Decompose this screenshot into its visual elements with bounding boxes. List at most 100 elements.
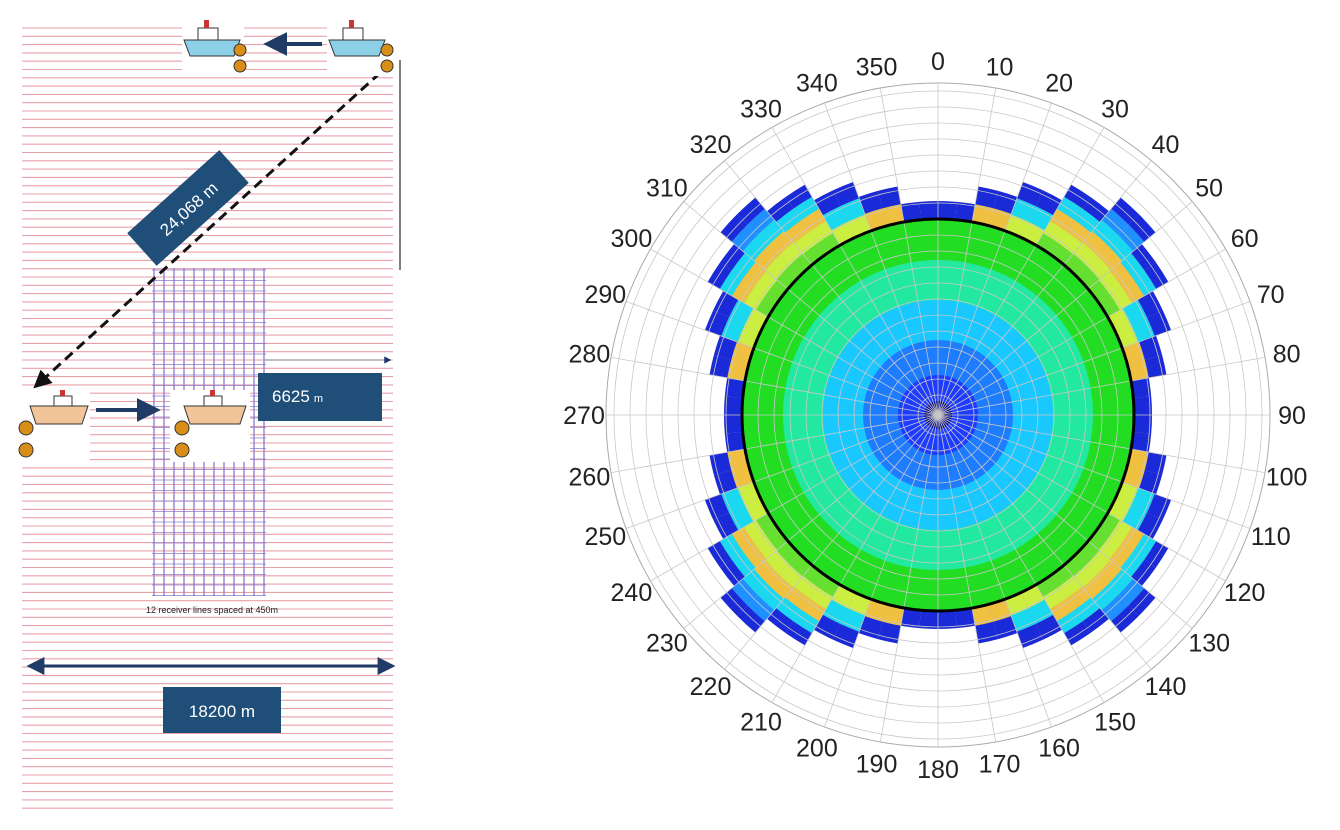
diagonal-offset-line <box>33 60 394 389</box>
grid-spoke <box>937 301 1251 416</box>
rose-cell <box>1144 540 1169 568</box>
rose-cell <box>785 621 813 646</box>
rose-cell <box>765 255 790 280</box>
azimuth-label: 110 <box>1251 523 1291 551</box>
azimuth-label: 40 <box>1152 131 1180 159</box>
grid-spoke <box>650 248 939 416</box>
azimuth-label: 50 <box>1195 175 1223 203</box>
rose-cell <box>728 504 754 531</box>
crossline-offset-unit: m <box>314 393 323 405</box>
survey-layout-diagram: 24,068 m 6625 m 12 receiver lines spaced … <box>0 0 420 825</box>
rose-cell <box>743 286 767 311</box>
grid-spoke <box>937 248 1226 416</box>
grid-spoke <box>937 87 997 416</box>
azimuth-label: 320 <box>690 131 732 159</box>
rose-cell <box>1144 451 1167 476</box>
azimuth-label: 90 <box>1278 402 1306 430</box>
rose-cell <box>1027 599 1054 625</box>
azimuth-label: 140 <box>1145 673 1187 701</box>
grid-spoke <box>937 414 1152 670</box>
grid-spoke <box>937 127 1105 416</box>
rose-cell <box>731 278 755 304</box>
grid-spoke <box>937 160 1152 416</box>
rose-cell <box>707 262 732 290</box>
rose-cell <box>1109 519 1133 544</box>
grid-spoke <box>937 414 1251 529</box>
azimuth-label: 60 <box>1231 225 1259 253</box>
azimuth-label: 130 <box>1188 630 1230 658</box>
azimuth-label: 20 <box>1045 69 1073 97</box>
receiver-lines-note: 12 receiver lines spaced at 450m <box>146 605 278 615</box>
grid-spoke <box>610 356 939 416</box>
azimuth-label: 160 <box>1038 735 1080 763</box>
survey-layout-svg: 24,068 m 6625 m 12 receiver lines spaced … <box>16 14 401 809</box>
rose-cell <box>767 573 794 600</box>
vessel-icon <box>16 390 90 462</box>
azimuth-label: 150 <box>1094 709 1136 737</box>
grid-spoke <box>937 414 1266 474</box>
azimuth-label: 0 <box>931 48 945 76</box>
rose-cell <box>1063 184 1091 209</box>
crossline-offset-label: 6625 m <box>272 387 323 406</box>
grid-spoke <box>937 201 1193 416</box>
grid-spoke <box>879 414 939 743</box>
rose-cell <box>1121 526 1145 552</box>
azimuth-label: 340 <box>796 69 838 97</box>
grid-spoke <box>937 414 1226 582</box>
azimuth-label: 80 <box>1273 341 1301 369</box>
rose-cell <box>813 189 841 216</box>
vessel-icon <box>327 14 394 76</box>
azimuth-rose-diagram: 0 10 20 30 40 50 60 70 80 90 100 110 120 130 140 150 160… <box>520 0 1340 825</box>
grid-spoke <box>937 414 1052 728</box>
grid-spoke <box>937 414 1105 703</box>
grid-spoke <box>937 414 1193 629</box>
azimuth-label: 100 <box>1266 464 1308 492</box>
grid-spoke <box>625 414 939 529</box>
azimuth-label: 230 <box>646 630 688 658</box>
rose-cell <box>1122 299 1148 326</box>
rose-cell <box>747 594 775 622</box>
azimuth-label: 250 <box>584 523 626 551</box>
azimuth-label: 290 <box>584 281 626 309</box>
rose-cell <box>712 512 739 540</box>
azimuth-label: 120 <box>1224 579 1266 607</box>
full-coverage-circle <box>740 217 1136 613</box>
grid-spoke <box>879 87 939 416</box>
azimuth-label: 30 <box>1101 95 1129 123</box>
grid-spoke <box>683 414 939 629</box>
grid-spoke <box>937 414 997 743</box>
azimuth-label: 220 <box>690 673 732 701</box>
rose-cell <box>778 563 803 588</box>
azimuth-label: 260 <box>569 464 611 492</box>
grid-spoke <box>683 201 939 416</box>
grid-spoke <box>625 301 939 416</box>
grid-spoke <box>771 127 939 416</box>
grid-spoke <box>724 160 939 416</box>
grid-spoke <box>937 356 1266 416</box>
azimuth-label: 240 <box>611 579 653 607</box>
azimuth-label: 190 <box>856 751 898 779</box>
azimuth-label: 210 <box>740 709 782 737</box>
spread-width-box <box>163 687 281 733</box>
azimuth-label: 300 <box>611 225 653 253</box>
rose-cell <box>709 354 732 379</box>
azimuth-label: 10 <box>986 53 1014 81</box>
azimuth-label: 270 <box>563 402 605 430</box>
crossline-offset-value: 6625 <box>272 387 310 406</box>
grid-spoke <box>724 414 939 670</box>
azimuth-label: 170 <box>979 751 1021 779</box>
rose-cell <box>877 621 902 644</box>
grid-spoke <box>650 414 939 582</box>
grid-spoke <box>824 102 939 416</box>
rose-cell <box>1137 290 1164 318</box>
vessel-icon <box>182 14 247 76</box>
spread-width-label: 18200 m <box>189 702 255 721</box>
azimuth-label: 350 <box>856 53 898 81</box>
rose-cell <box>974 186 999 209</box>
rose-cell <box>822 205 849 231</box>
azimuth-label: 310 <box>646 175 688 203</box>
azimuth-label: 330 <box>740 95 782 123</box>
vessel-icon <box>170 390 250 462</box>
